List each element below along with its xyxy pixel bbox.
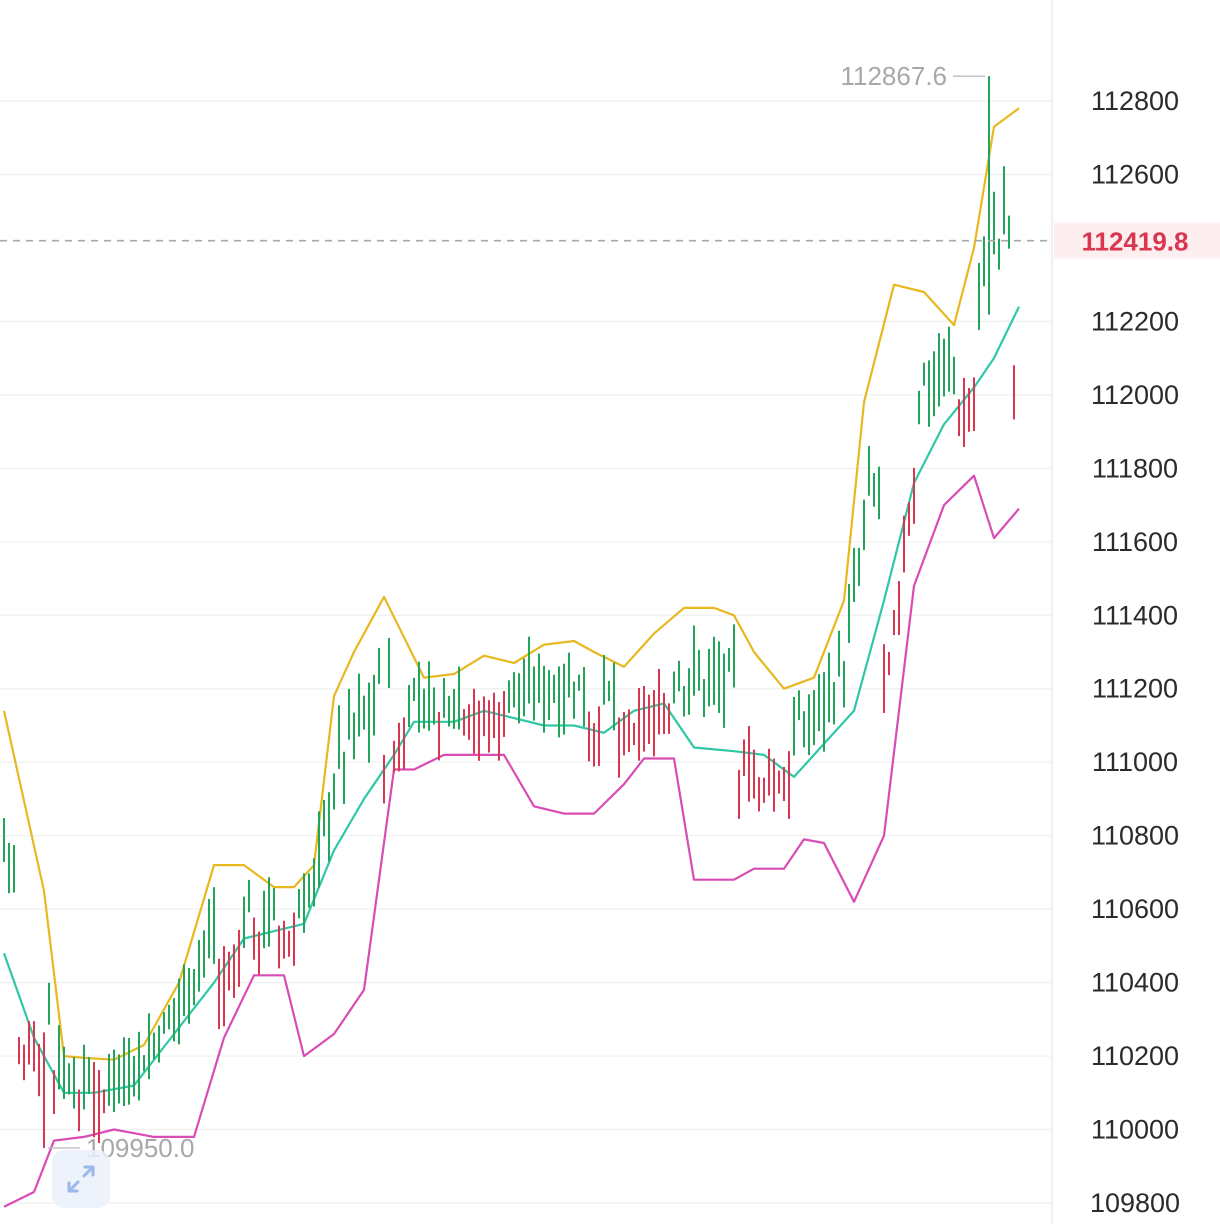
y-tick-label: 110400 — [1091, 968, 1179, 998]
middle-band-line — [2, 306, 1020, 1094]
upper-band-line — [2, 107, 1020, 1061]
lower-band-line — [3, 474, 1020, 1208]
y-tick-label: 111600 — [1092, 527, 1178, 557]
y-tick-label: 112600 — [1091, 159, 1179, 189]
current-price-label: 112419.8 — [1081, 227, 1188, 257]
y-tick-label: 112200 — [1091, 306, 1179, 336]
y-tick-label: 111200 — [1092, 674, 1178, 704]
candles — [3, 76, 1015, 1148]
y-axis: 112800 112600 112200 112000 111800 111600 1114… — [1051, 0, 1180, 1224]
high-marker-label: 112867.6 — [840, 61, 947, 91]
y-tick-label: 110600 — [1091, 894, 1179, 924]
y-tick-label: 111400 — [1092, 600, 1178, 630]
y-tick-label: 111000 — [1092, 747, 1178, 777]
y-tick-label: 110200 — [1091, 1041, 1179, 1071]
current-price-badge — [1054, 222, 1220, 259]
y-tick-label: 112000 — [1091, 380, 1179, 410]
y-tick-label: 111800 — [1092, 453, 1178, 483]
y-tick-label: 112800 — [1091, 86, 1179, 116]
expand-arrows-icon — [67, 1165, 95, 1193]
expand-button[interactable] — [52, 1150, 110, 1208]
y-tick-label: 110000 — [1091, 1115, 1179, 1145]
y-tick-label: 109800 — [1090, 1188, 1180, 1218]
bollinger-bands — [2, 107, 1020, 1208]
y-tick-label: 110800 — [1091, 821, 1179, 851]
grid-lines — [0, 100, 1052, 1204]
